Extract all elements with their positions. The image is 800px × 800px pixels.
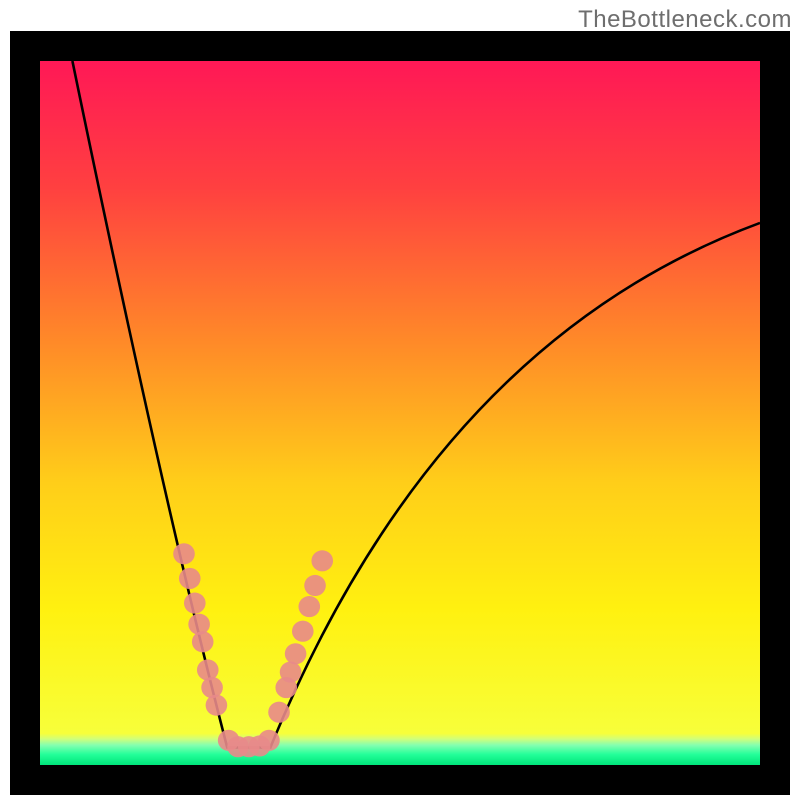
data-point (268, 702, 290, 723)
bottleneck-plot (40, 61, 760, 765)
data-point (192, 631, 214, 652)
data-point (184, 593, 206, 614)
data-point (292, 621, 314, 642)
data-point (298, 596, 320, 617)
data-point (179, 568, 201, 589)
data-point (188, 614, 210, 635)
data-point (173, 543, 195, 564)
watermark-text: TheBottleneck.com (578, 6, 792, 34)
data-point (311, 550, 333, 571)
figure-root: TheBottleneck.com (0, 0, 800, 800)
data-point (258, 730, 280, 751)
data-point (206, 695, 228, 716)
data-point (304, 575, 326, 596)
data-point (197, 659, 219, 680)
data-point (285, 643, 307, 664)
data-point (280, 662, 302, 683)
data-point (201, 677, 223, 698)
